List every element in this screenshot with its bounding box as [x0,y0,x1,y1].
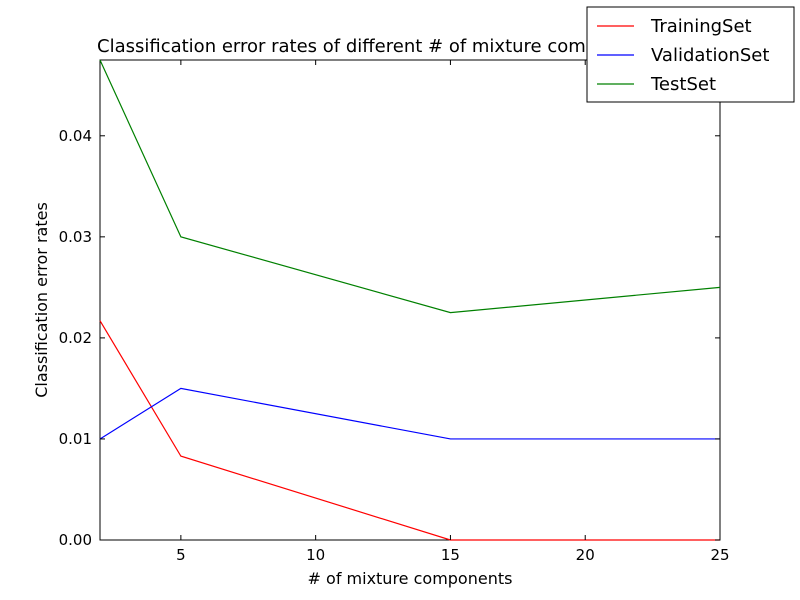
x-axis-label: # of mixture components [308,569,513,588]
series-line-testset [99,59,721,314]
legend-label-validationset: ValidationSet [651,45,769,66]
x-tick-label: 25 [710,546,729,564]
y-tick-label: 0.01 [59,430,92,448]
legend-label-testset: TestSet [650,74,716,95]
plot-area [99,59,721,541]
x-tick-label: 15 [441,546,460,564]
y-tick-label: 0.00 [59,531,92,549]
y-tick-label: 0.04 [59,127,92,145]
legend: TrainingSet ValidationSet TestSet [586,6,795,103]
y-tick-label: 0.03 [59,228,92,246]
x-tick-label: 20 [576,546,595,564]
x-tick-label: 5 [176,546,186,564]
series-line-validationset [99,387,720,440]
legend-label-trainingset: TrainingSet [650,16,752,37]
y-tick-label: 0.02 [59,329,92,347]
y-axis-label: Classification error rates [32,202,51,398]
ticks-layer: 5 10 15 20 25 0.00 0.01 0.02 0.03 0.04 [59,60,730,564]
chart-title: Classification error rates of different … [97,36,659,57]
x-tick-label: 10 [306,546,325,564]
